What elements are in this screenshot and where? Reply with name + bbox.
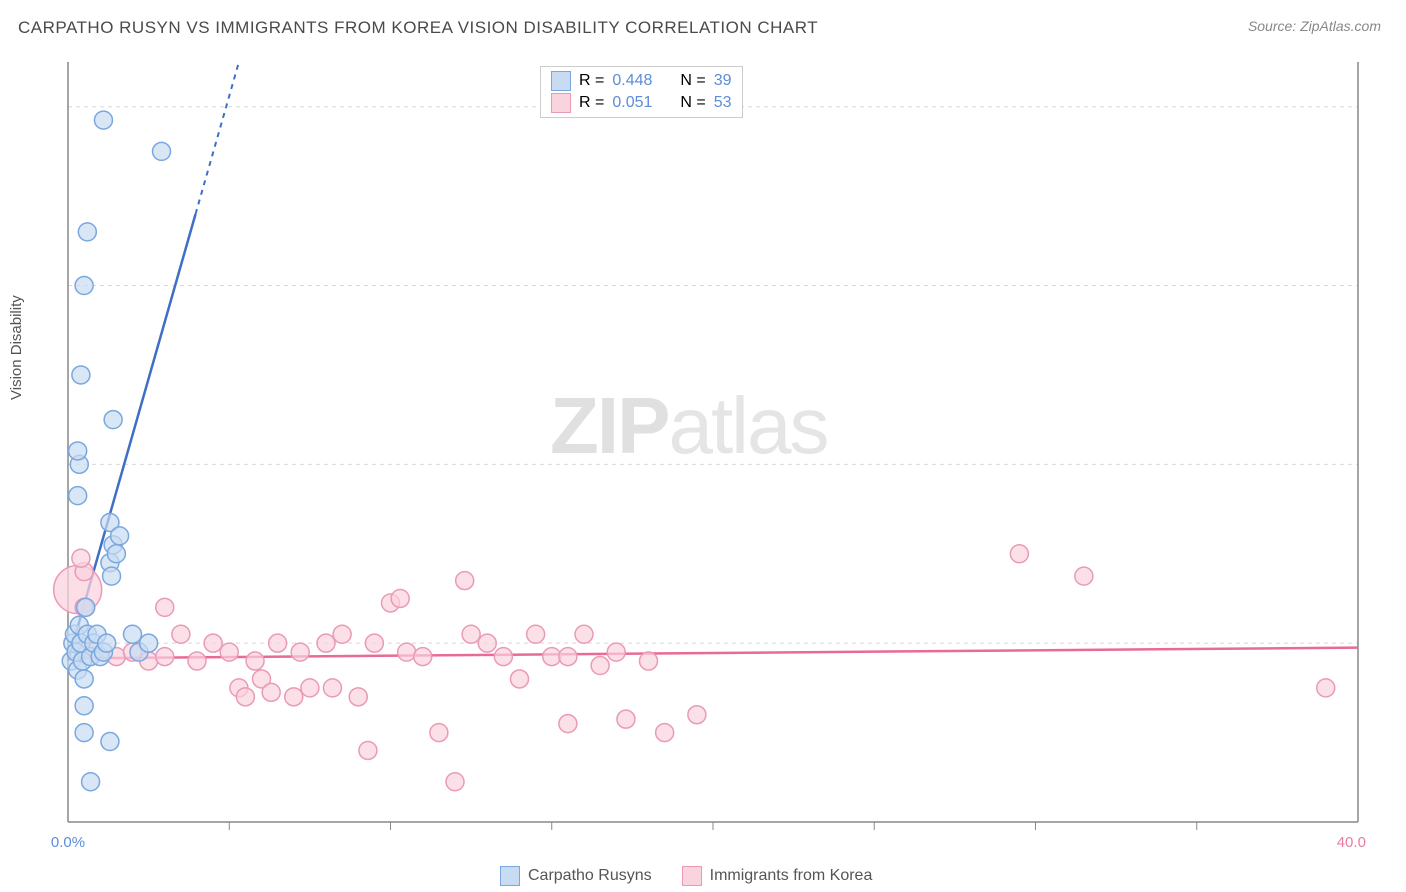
swatch-blue bbox=[500, 866, 520, 886]
scatter-plot-svg: 2.0%4.0%6.0%8.0%0.0%40.0% bbox=[48, 62, 1366, 852]
chart-plot-area: 2.0%4.0%6.0%8.0%0.0%40.0% bbox=[48, 62, 1366, 832]
source-attribution: Source: ZipAtlas.com bbox=[1248, 18, 1381, 34]
n-label: N = bbox=[680, 72, 705, 90]
r-value-blue: 0.448 bbox=[612, 72, 652, 90]
n-value-pink: 53 bbox=[714, 94, 732, 112]
swatch-pink bbox=[682, 866, 702, 886]
legend-item-pink: Immigrants from Korea bbox=[682, 866, 873, 886]
chart-title: CARPATHO RUSYN VS IMMIGRANTS FROM KOREA … bbox=[18, 18, 818, 38]
legend-label-blue: Carpatho Rusyns bbox=[528, 867, 652, 885]
r-value-pink: 0.051 bbox=[612, 94, 652, 112]
svg-text:40.0%: 40.0% bbox=[1337, 834, 1366, 851]
correlation-legend: R = 0.448 N = 39 R = 0.051 N = 53 bbox=[540, 66, 743, 118]
legend-label-pink: Immigrants from Korea bbox=[710, 867, 873, 885]
n-value-blue: 39 bbox=[714, 72, 732, 90]
legend-row-pink: R = 0.051 N = 53 bbox=[551, 93, 732, 113]
legend-row-blue: R = 0.448 N = 39 bbox=[551, 71, 732, 91]
r-label: R = bbox=[579, 72, 604, 90]
n-label: N = bbox=[680, 94, 705, 112]
legend-item-blue: Carpatho Rusyns bbox=[500, 866, 652, 886]
svg-text:0.0%: 0.0% bbox=[51, 834, 85, 851]
series-legend: Carpatho Rusyns Immigrants from Korea bbox=[500, 866, 872, 886]
swatch-blue bbox=[551, 71, 571, 91]
swatch-pink bbox=[551, 93, 571, 113]
y-axis-label: Vision Disability bbox=[8, 295, 25, 400]
r-label: R = bbox=[579, 94, 604, 112]
